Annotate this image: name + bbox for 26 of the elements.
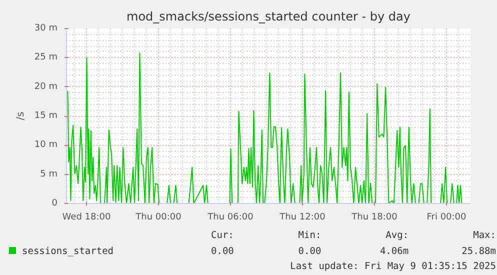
y-axis-title: /s — [15, 112, 26, 120]
line-series — [67, 52, 462, 204]
y-tick-label: 15 m — [34, 111, 58, 121]
text: Min: — [297, 229, 322, 243]
x-tick-label: Thu 06:00 — [206, 212, 254, 222]
x-tick-label: Thu 18:00 — [350, 212, 398, 222]
y-tick-label: 30 m — [34, 24, 58, 34]
text: Avg: — [384, 229, 410, 243]
text: 0.00 — [210, 244, 235, 259]
y-tick-label: 10 m — [34, 140, 58, 150]
chart-title: mod_smacks/sessions_started counter - by day — [126, 10, 410, 24]
y-tick-label: 0 — [52, 198, 58, 208]
text: 0.00 — [297, 244, 322, 259]
x-tick-label: Fri 00:00 — [426, 212, 467, 222]
text: 25.88m — [460, 244, 497, 259]
x-tick-label: Thu 12:00 — [278, 212, 326, 222]
text: Max: — [472, 229, 497, 243]
y-tick-label: 20 m — [34, 82, 58, 92]
legend-label: sessions_started — [21, 244, 115, 259]
text: 4.06m — [378, 244, 410, 259]
x-tick-label: Thu 00:00 — [134, 212, 182, 222]
y-tick-label: 25 m — [34, 52, 58, 63]
text: Last update: Fri May 9 01:35:15 2025 — [289, 260, 497, 274]
y-tick-label: 5 m — [40, 169, 58, 180]
text: Cur: — [210, 229, 235, 243]
x-tick-label: Wed 18:00 — [62, 212, 111, 222]
